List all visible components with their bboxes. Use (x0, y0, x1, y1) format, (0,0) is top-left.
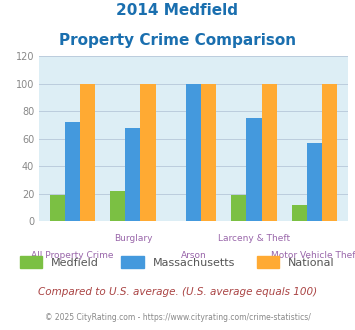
Bar (231, 195, 246, 221)
Text: © 2025 CityRating.com - https://www.cityrating.com/crime-statistics/: © 2025 CityRating.com - https://www.city… (45, 314, 310, 322)
Bar (80, 83, 95, 221)
Text: Compared to U.S. average. (U.S. average equals 100): Compared to U.S. average. (U.S. average … (38, 287, 317, 297)
Bar (201, 83, 216, 221)
Bar (50, 195, 65, 221)
Text: Property Crime Comparison: Property Crime Comparison (59, 33, 296, 48)
Text: Burglary: Burglary (114, 234, 152, 243)
Text: Arson: Arson (181, 251, 206, 260)
Bar (262, 83, 277, 221)
Bar (125, 128, 141, 221)
Text: Larceny & Theft: Larceny & Theft (218, 234, 290, 243)
Text: Motor Vehicle Theft: Motor Vehicle Theft (271, 251, 355, 260)
Bar (141, 83, 155, 221)
Bar (292, 205, 307, 221)
Bar (246, 118, 262, 221)
Bar (307, 143, 322, 221)
Bar (322, 83, 337, 221)
Legend: Medfield, Massachusetts, National: Medfield, Massachusetts, National (20, 256, 335, 268)
Bar (110, 191, 125, 221)
Bar (65, 122, 80, 221)
Text: All Property Crime: All Property Crime (31, 251, 114, 260)
Text: 2014 Medfield: 2014 Medfield (116, 3, 239, 18)
Bar (186, 83, 201, 221)
